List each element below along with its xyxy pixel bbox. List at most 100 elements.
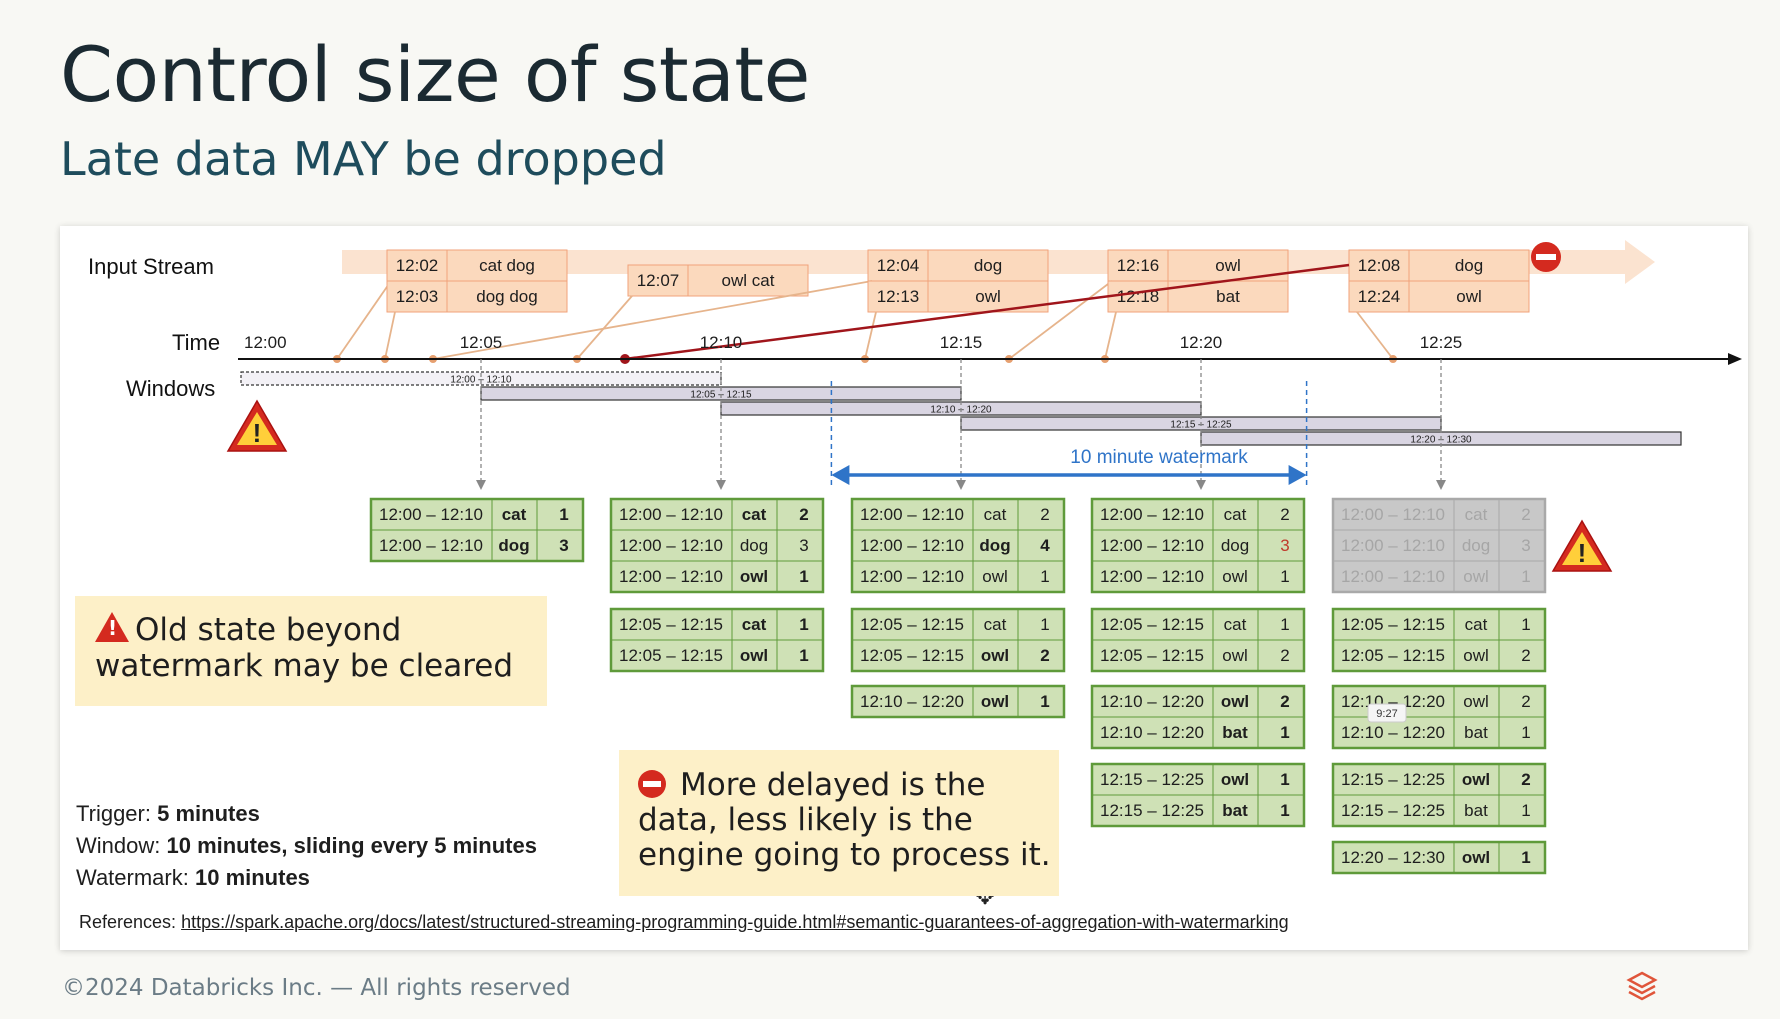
- references-link[interactable]: https://spark.apache.org/docs/latest/str…: [181, 912, 1289, 932]
- warning-icon-inner: [237, 412, 277, 445]
- event-words: owl: [975, 287, 1001, 306]
- state-count: 2: [1040, 505, 1049, 524]
- state-window: 12:00 – 12:10: [619, 536, 723, 555]
- event-connector: [432, 280, 873, 360]
- state-count: 2: [1521, 505, 1530, 524]
- event-connector: [336, 280, 392, 360]
- state-table: [1331, 840, 1547, 875]
- state-count: 1: [799, 567, 808, 586]
- state-window: 12:20 – 12:30: [1341, 848, 1445, 867]
- event-connector: [864, 311, 877, 360]
- trigger-arrowhead: [1196, 480, 1206, 490]
- state-count: 2: [1280, 505, 1289, 524]
- state-table: [850, 684, 1066, 719]
- state-window: 12:00 – 12:10: [860, 505, 964, 524]
- event-time: 12:04: [877, 256, 920, 275]
- watermark-diagram: Input Stream Time Windows 12:02 cat dog 12:03…: [88, 240, 1742, 910]
- diagram-panel: Input Stream Time Windows 12:02 cat dog 12:03…: [60, 226, 1748, 950]
- state-key: owl: [1463, 567, 1489, 586]
- state-key: owl: [1463, 646, 1489, 665]
- state-key: bat: [1222, 801, 1248, 820]
- state-key: owl: [1221, 770, 1249, 789]
- state-count: 1: [1040, 615, 1049, 634]
- state-window: 12:10 – 12:20: [1100, 723, 1204, 742]
- state-count: 2: [1521, 646, 1530, 665]
- state-count: 1: [1521, 723, 1530, 742]
- warning-icon: !: [95, 612, 129, 642]
- state-count: 1: [1521, 615, 1530, 634]
- state-window: 12:00 – 12:10: [1341, 536, 1445, 555]
- state-window: 12:05 – 12:15: [1100, 646, 1204, 665]
- state-window: 12:00 – 12:10: [619, 567, 723, 586]
- time-tick-label: 12:10: [700, 333, 743, 352]
- state-count: 1: [1280, 567, 1289, 586]
- state-count: 2: [799, 505, 808, 524]
- event-connector: [1008, 280, 1113, 360]
- state-key: owl: [1462, 848, 1490, 867]
- state-key: owl: [982, 567, 1008, 586]
- state-window: 12:00 – 12:10: [1100, 536, 1204, 555]
- copyright-footer: ©2024 Databricks Inc. — All rights reser…: [62, 975, 571, 1001]
- state-key: owl: [1222, 567, 1248, 586]
- time-axis-arrowhead: [1728, 353, 1742, 365]
- timestamp-tooltip: [1367, 703, 1407, 723]
- state-count: 1: [1280, 770, 1289, 789]
- state-window: 12:05 – 12:15: [619, 646, 723, 665]
- event-words: dog: [1455, 256, 1483, 275]
- state-count: 4: [1040, 536, 1050, 555]
- state-count: 3: [559, 536, 568, 555]
- event-words: owl cat: [722, 271, 775, 290]
- state-cleared-callout: ! Old state beyond watermark may be clear…: [75, 596, 547, 706]
- state-window: 12:15 – 12:25: [1341, 770, 1445, 789]
- trigger-arrowhead: [1436, 480, 1446, 490]
- state-count: 2: [1280, 646, 1289, 665]
- event-connector: [1104, 311, 1117, 360]
- state-key: owl: [1222, 646, 1248, 665]
- state-count: 2: [1280, 692, 1289, 711]
- state-count: 1: [799, 646, 808, 665]
- state-key: dog: [979, 536, 1010, 555]
- warning-icon-mark: !: [1578, 538, 1587, 568]
- references-label: References:: [79, 912, 177, 932]
- state-table: [609, 497, 825, 594]
- state-table: [1090, 497, 1306, 594]
- state-count: 3: [1280, 536, 1289, 555]
- input-stream-label: Input Stream: [88, 254, 214, 279]
- state-count: 1: [1280, 723, 1289, 742]
- state-key: bat: [1464, 801, 1488, 820]
- warning-icon-inner: [1562, 532, 1602, 565]
- state-window: 12:05 – 12:15: [1100, 615, 1204, 634]
- cleared-state-table: [1331, 497, 1547, 594]
- watermark-arrowhead-left: [831, 465, 850, 485]
- state-key: cat: [984, 615, 1007, 634]
- state-window: 12:05 – 12:15: [1341, 615, 1445, 634]
- event-row-box: [386, 249, 568, 282]
- trigger-arrowhead: [716, 480, 726, 490]
- trigger-arrowhead: [956, 480, 966, 490]
- state-cleared-text: Old state beyond watermark may be cleare…: [95, 612, 514, 684]
- watermark-setting: Watermark: 10 minutes: [76, 865, 310, 890]
- state-key: owl: [740, 646, 768, 665]
- state-window: 12:00 – 12:10: [1100, 505, 1204, 524]
- event-words: dog dog: [476, 287, 537, 306]
- state-window: 12:05 – 12:15: [860, 615, 964, 634]
- time-tick-label: 12:20: [1180, 333, 1223, 352]
- state-count: 3: [1521, 536, 1530, 555]
- state-key: dog: [1221, 536, 1249, 555]
- state-key: dog: [740, 536, 768, 555]
- watermark-arrowhead-right: [1288, 465, 1307, 485]
- state-window: 12:00 – 12:10: [1341, 505, 1445, 524]
- databricks-logo-icon: [1626, 971, 1658, 1001]
- event-connector: [384, 311, 396, 360]
- state-key: cat: [1465, 505, 1488, 524]
- delayed-data-callout: More delayed is the data, less likely is…: [619, 750, 1059, 896]
- state-key: cat: [984, 505, 1007, 524]
- event-words: bat: [1216, 287, 1240, 306]
- no-entry-bar: [1536, 254, 1556, 260]
- state-count: 1: [799, 615, 808, 634]
- event-row-box: [1348, 280, 1530, 313]
- window-setting: Window: 10 minutes, sliding every 5 minu…: [76, 833, 537, 858]
- event-row-box: [1107, 280, 1289, 313]
- settings-list: Trigger: 5 minutes Window: 10 minutes, s…: [76, 798, 537, 894]
- state-window: 12:10 – 12:20: [1341, 723, 1445, 742]
